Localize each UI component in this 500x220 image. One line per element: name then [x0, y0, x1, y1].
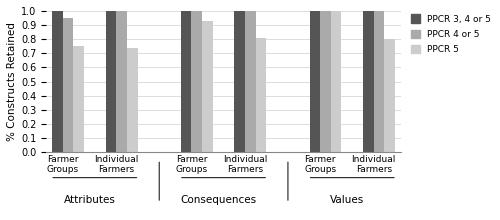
Bar — [245, 11, 256, 152]
Bar — [256, 38, 266, 152]
Text: Attributes: Attributes — [64, 195, 116, 205]
Bar — [62, 18, 74, 152]
Bar — [106, 11, 117, 152]
Bar — [320, 11, 331, 152]
Bar — [363, 11, 374, 152]
Y-axis label: % Constructs Retained: % Constructs Retained — [7, 22, 17, 141]
Bar — [116, 11, 127, 152]
Bar — [127, 48, 138, 152]
Bar — [310, 11, 320, 152]
Bar — [331, 11, 342, 152]
Bar — [181, 11, 192, 152]
Bar — [234, 11, 245, 152]
Bar — [192, 11, 202, 152]
Bar — [384, 39, 395, 152]
Text: Values: Values — [330, 195, 364, 205]
Bar — [374, 11, 384, 152]
Bar — [74, 46, 84, 152]
Bar — [202, 21, 212, 152]
Bar — [52, 11, 62, 152]
Text: Consequences: Consequences — [180, 195, 256, 205]
Legend: PPCR 3, 4 or 5, PPCR 4 or 5, PPCR 5: PPCR 3, 4 or 5, PPCR 4 or 5, PPCR 5 — [409, 13, 492, 56]
